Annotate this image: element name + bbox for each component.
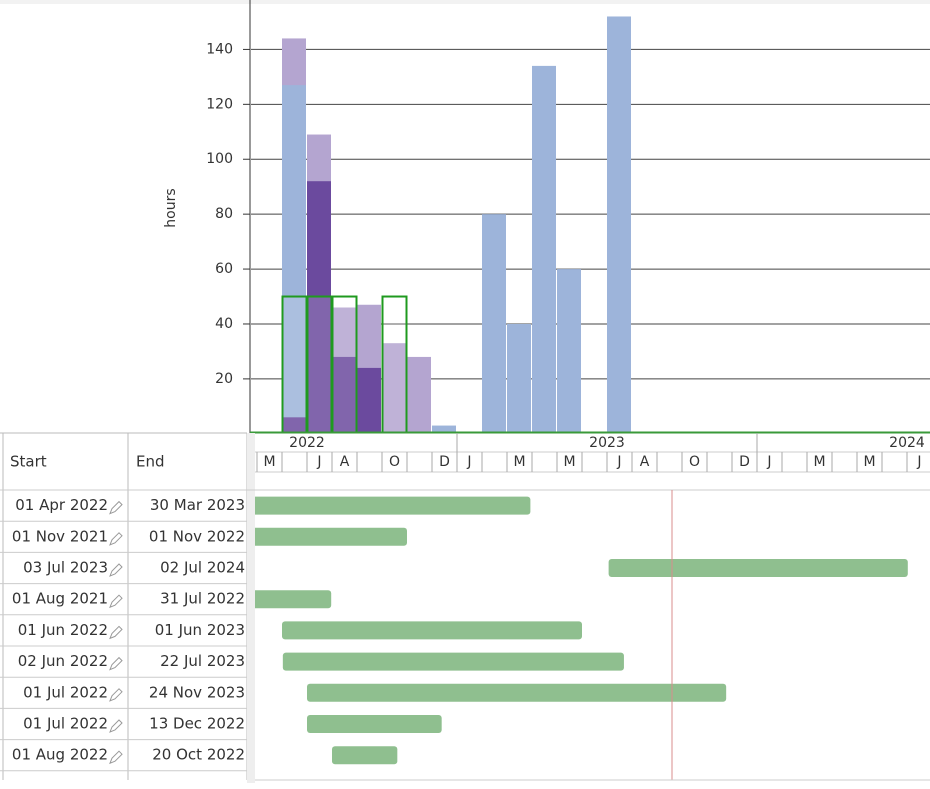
edit-icon[interactable]: [109, 594, 123, 609]
column-header[interactable]: Start: [10, 453, 47, 471]
edit-icon[interactable]: [109, 625, 123, 640]
edit-icon[interactable]: [109, 563, 123, 577]
bar: [482, 214, 506, 433]
month-label: D: [739, 454, 750, 470]
end-cell: 02 Jul 2024: [160, 559, 245, 577]
start-cell: 03 Jul 2023: [23, 559, 108, 577]
y-tick-label: 100: [206, 151, 233, 167]
end-cell: 31 Jul 2022: [160, 590, 245, 608]
gantt-area: [32, 496, 908, 765]
bar: [307, 181, 331, 433]
y-tick-label: 80: [215, 206, 233, 222]
bar: [282, 85, 306, 433]
end-cell: 24 Nov 2023: [149, 683, 245, 701]
y-axis-label: hours: [163, 188, 179, 227]
edit-icon[interactable]: [109, 532, 123, 546]
month-label: O: [689, 454, 700, 470]
gantt-bar[interactable]: [307, 683, 727, 702]
month-label: M: [863, 454, 875, 470]
bar: [332, 356, 356, 433]
month-label: M: [263, 454, 275, 470]
plot-area: [251, 16, 930, 433]
start-cell: 01 Nov 2021: [12, 527, 108, 545]
month-label: J: [616, 454, 621, 470]
table-panel: [0, 433, 247, 783]
month-label: A: [340, 454, 350, 470]
capacity-outline: [281, 295, 308, 433]
start-cell: 01 Jun 2022: [18, 621, 108, 639]
end-cell: 22 Jul 2023: [160, 652, 245, 670]
gantt-bar[interactable]: [107, 527, 407, 546]
start-cell: 01 Aug 2022: [12, 746, 108, 764]
gantt-bar[interactable]: [608, 559, 908, 577]
gantt-bar[interactable]: [307, 715, 442, 733]
y-tick-label: 140: [206, 41, 233, 57]
edit-icon[interactable]: [109, 656, 123, 671]
month-label: M: [513, 454, 525, 470]
y-tick-label: 60: [215, 261, 233, 277]
bar: [432, 425, 456, 433]
capacity-outline: [306, 295, 333, 433]
gantt-bar[interactable]: [232, 496, 531, 515]
gantt-bar[interactable]: [332, 746, 398, 765]
column-header[interactable]: End: [136, 453, 165, 471]
end-cell: 01 Jun 2023: [155, 621, 245, 639]
bar: [557, 269, 581, 433]
splitter[interactable]: [247, 433, 255, 783]
edit-icon[interactable]: [109, 750, 123, 765]
start-cell: 01 Apr 2022: [15, 496, 108, 514]
end-cell: 13 Dec 2022: [149, 715, 245, 733]
bar: [282, 417, 306, 433]
month-label: M: [563, 454, 575, 470]
bar: [407, 356, 431, 433]
month-label: J: [466, 454, 471, 470]
start-cell: 01 Jul 2022: [23, 715, 108, 733]
start-cell: 01 Jul 2022: [23, 683, 108, 701]
edit-icon[interactable]: [109, 500, 123, 515]
top-strip: [0, 0, 930, 4]
bar: [357, 367, 381, 433]
edit-icon[interactable]: [109, 688, 123, 702]
gantt-bar[interactable]: [282, 652, 624, 671]
end-cell: 20 Oct 2022: [152, 746, 245, 764]
capacity-outline: [381, 295, 408, 433]
y-tick-label: 120: [206, 96, 233, 112]
bar: [507, 323, 531, 433]
start-cell: 01 Aug 2021: [12, 590, 108, 608]
month-label: D: [439, 454, 450, 470]
bar: [382, 343, 406, 433]
y-tick-label: 40: [215, 316, 233, 332]
bar: [532, 65, 556, 433]
end-cell: 30 Mar 2023: [150, 496, 245, 514]
month-label: A: [640, 454, 650, 470]
gantt-bar[interactable]: [32, 590, 332, 609]
bar: [607, 16, 631, 433]
y-tick-label: 20: [215, 371, 233, 387]
year-label: 2023: [589, 435, 625, 451]
capacity-outline: [331, 295, 358, 433]
month-label: M: [813, 454, 825, 470]
month-label: O: [389, 454, 400, 470]
month-label: J: [916, 454, 921, 470]
year-label: 2024: [889, 435, 925, 451]
table-body: 01 Apr 2022 30 Mar 2023 01 Nov 2021 01 Nov …: [0, 496, 247, 772]
month-label: J: [766, 454, 771, 470]
start-cell: 02 Jun 2022: [18, 652, 108, 670]
gantt-bar[interactable]: [282, 621, 582, 640]
edit-icon[interactable]: [109, 719, 123, 733]
year-label: 2022: [289, 435, 325, 451]
end-cell: 01 Nov 2022: [149, 527, 245, 545]
month-label: J: [316, 454, 321, 470]
